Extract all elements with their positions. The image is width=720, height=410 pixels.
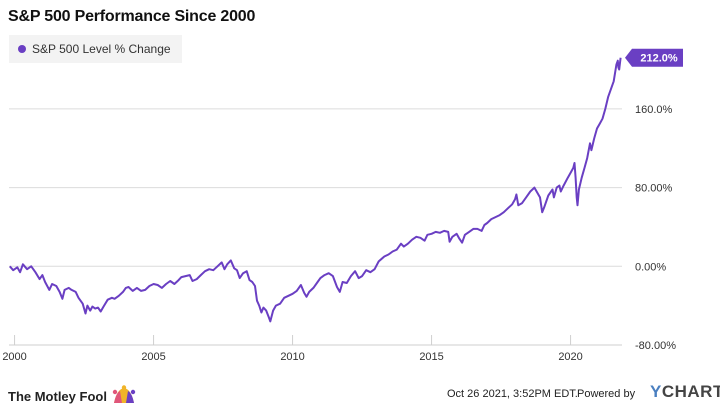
jester-hat-icon: [112, 385, 136, 403]
last-value-label: 212.0%: [640, 53, 678, 65]
ycharts-logo-y: Y: [650, 382, 662, 401]
x-tick-label: 2015: [419, 351, 443, 363]
x-tick-label: 2010: [280, 351, 304, 363]
y-tick-label: 160.0%: [635, 104, 673, 116]
ycharts-logo[interactable]: YCHARTS: [650, 382, 720, 402]
x-tick-label: 2000: [2, 351, 26, 363]
legend[interactable]: S&P 500 Level % Change: [9, 35, 182, 63]
footer: The Motley Fool Oct 26 2021, 3:52PM EDT.…: [0, 376, 720, 410]
timestamp: Oct 26 2021, 3:52PM EDT.: [447, 388, 578, 400]
last-value-badge: [625, 48, 683, 67]
line-chart: -80.00% 0.00% 80.00% 160.0% 2000 2005 2010 2015…: [2, 48, 683, 363]
powered-by-label: Powered by: [577, 388, 636, 400]
ycharts-logo-text: CHARTS: [661, 382, 720, 401]
legend-marker: [18, 45, 26, 53]
series-line-sp500: [9, 57, 622, 323]
x-tick-label: 2020: [558, 351, 582, 363]
y-tick-label: 80.00%: [635, 183, 673, 195]
brand-name: The Motley Fool: [8, 388, 107, 404]
motley-fool-logo[interactable]: The Motley Fool: [8, 385, 137, 407]
y-tick-label: -80.00%: [635, 340, 676, 352]
y-tick-label: 0.00%: [635, 261, 666, 273]
x-tick-label: 2005: [141, 351, 165, 363]
legend-label: S&P 500 Level % Change: [32, 42, 171, 56]
chart-title: S&P 500 Performance Since 2000: [8, 8, 256, 25]
